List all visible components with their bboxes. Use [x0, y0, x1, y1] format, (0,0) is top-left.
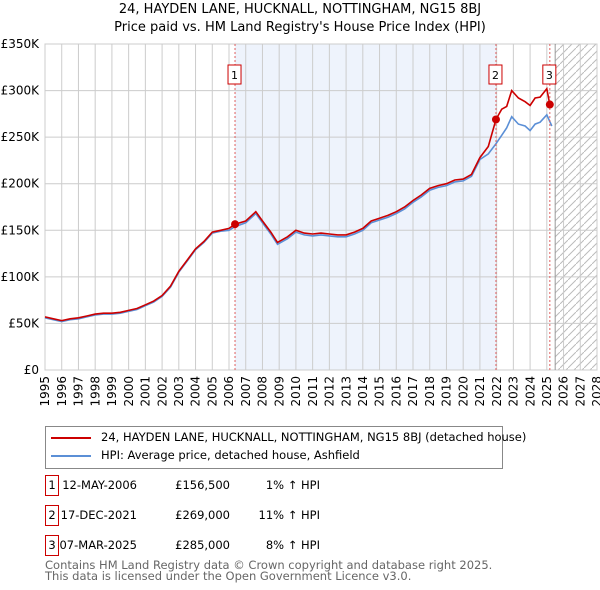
legend-label: 24, HAYDEN LANE, HUCKNALL, NOTTINGHAM, N… [101, 430, 527, 444]
y-tick-label: £350K [1, 37, 41, 51]
footer-copyright: Contains HM Land Registry data © Crown c… [45, 558, 493, 572]
x-tick-label: 2023 [507, 376, 521, 407]
transaction-label: 3 [546, 69, 553, 82]
x-tick-label: 2005 [205, 376, 219, 407]
footer: Contains HM Land Registry data © Crown c… [45, 558, 493, 583]
transaction-date: 17-DEC-2021 [60, 508, 137, 522]
transaction-date: 12-MAY-2006 [62, 478, 137, 492]
x-tick-label: 2006 [222, 376, 236, 407]
y-tick-label: £0 [24, 363, 39, 377]
x-tick-label: 2022 [490, 376, 504, 407]
x-tick-label: 2000 [122, 376, 136, 407]
x-tick-label: 2027 [573, 376, 587, 407]
x-tick-label: 2024 [523, 376, 537, 407]
x-tick-label: 1996 [55, 376, 69, 407]
transaction-hpi-diff: 1% ↑ HPI [265, 478, 320, 492]
hpi-series-line [44, 113, 553, 323]
x-tick-label: 2011 [306, 376, 320, 407]
line-chart: 1995 1996 1997 1998 1999 2000 2001 2002 2003 2004… [1, 37, 600, 407]
transaction-number-badge: 1 [45, 475, 59, 496]
y-tick-label: £200K [1, 177, 41, 191]
transaction-point [491, 115, 500, 124]
transaction-label-box [488, 64, 503, 85]
x-tick-label: 2021 [473, 376, 487, 407]
price-paid-series-line [44, 86, 551, 322]
x-tick-label: 2014 [356, 376, 370, 407]
transaction-hpi-diff: 8% ↑ HPI [265, 538, 320, 552]
y-tick-label: £300K [1, 84, 41, 98]
x-tick-label: 2016 [389, 376, 403, 407]
transaction-price: £285,000 [175, 538, 230, 552]
x-tick-label: 2004 [189, 376, 203, 407]
transaction-date: 07-MAR-2025 [59, 538, 137, 552]
legend-swatch-blue [51, 455, 91, 457]
x-tick-label: 2013 [339, 376, 353, 407]
transaction-label-box [227, 64, 242, 85]
x-tick-label: 2025 [540, 376, 554, 407]
x-tick-label: 2009 [272, 376, 286, 407]
y-tick-label: £100K [1, 270, 41, 284]
legend: 24, HAYDEN LANE, HUCKNALL, NOTTINGHAM, N… [45, 426, 526, 469]
transaction-label: 1 [231, 69, 238, 82]
x-tick-label: 2003 [172, 376, 186, 407]
ownership-shading [235, 44, 496, 370]
x-tick-label: 2026 [557, 376, 571, 407]
y-tick-label: £50K [8, 316, 40, 330]
transaction-price: £269,000 [175, 508, 230, 522]
legend-swatch-red [51, 437, 91, 439]
x-tick-label: 1995 [38, 376, 52, 407]
transaction-hpi-diff: 11% ↑ HPI [258, 508, 320, 522]
chart-title: 24, HAYDEN LANE, HUCKNALL, NOTTINGHAM, N… [118, 2, 482, 17]
legend-label: HPI: Average price, detached house, Ashf… [101, 448, 360, 462]
transaction-label: 2 [492, 69, 499, 82]
x-tick-label: 2020 [456, 376, 470, 407]
transaction-price: £156,500 [175, 478, 230, 492]
transaction-label-box [542, 64, 557, 85]
x-tick-label: 1997 [72, 376, 86, 407]
x-tick-label: 2010 [289, 376, 303, 407]
x-tick-label: 1998 [88, 376, 102, 407]
transaction-number-badge: 2 [45, 505, 59, 526]
y-tick-label: £250K [1, 130, 41, 144]
transaction-number-badge: 3 [45, 535, 59, 556]
footer-licence: This data is licensed under the Open Gov… [45, 569, 412, 583]
x-tick-label: 1999 [105, 376, 119, 407]
x-tick-label: 2018 [423, 376, 437, 407]
x-tick-label: 2028 [590, 376, 600, 407]
future-hatch [555, 44, 597, 370]
x-tick-label: 2012 [323, 376, 337, 407]
y-tick-label: £150K [1, 223, 41, 237]
x-tick-label: 2019 [440, 376, 454, 407]
x-tick-label: 2007 [239, 376, 253, 407]
transaction-point [545, 100, 554, 109]
x-tick-label: 2002 [155, 376, 169, 407]
x-tick-label: 2015 [373, 376, 387, 407]
x-tick-label: 2001 [139, 376, 153, 407]
transaction-point [231, 220, 240, 229]
x-tick-label: 2008 [256, 376, 270, 407]
chart-subtitle: Price paid vs. HM Land Registry's House … [114, 20, 486, 35]
x-tick-label: 2017 [406, 376, 420, 407]
plot-frame [44, 43, 598, 371]
